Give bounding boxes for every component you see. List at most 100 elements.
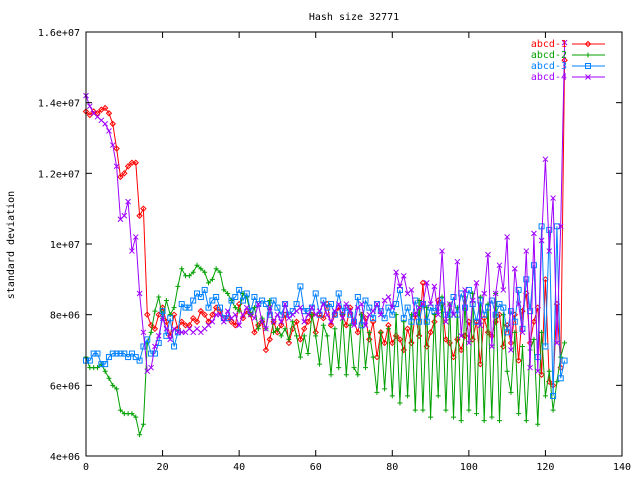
data-point-abcd-3-12 bbox=[128, 350, 135, 357]
data-point-abcd-3-110 bbox=[504, 329, 511, 336]
data-point-abcd-1-6 bbox=[105, 110, 113, 117]
data-point-abcd-3-59 bbox=[308, 304, 315, 311]
data-point-abcd-1-29 bbox=[193, 318, 201, 325]
data-point-abcd-2-112 bbox=[512, 329, 518, 335]
data-point-abcd-3-56 bbox=[297, 283, 304, 290]
data-point-abcd-3-3 bbox=[94, 350, 101, 357]
data-point-abcd-2-114 bbox=[519, 343, 525, 349]
data-point-abcd-2-5 bbox=[102, 368, 108, 374]
data-point-abcd-4-108 bbox=[496, 262, 503, 269]
data-point-abcd-3-62 bbox=[320, 297, 327, 304]
data-point-abcd-4-37 bbox=[224, 308, 231, 314]
data-point-abcd-3-35 bbox=[217, 304, 223, 311]
data-point-abcd-1-84 bbox=[404, 325, 411, 333]
data-point-abcd-3-115 bbox=[523, 276, 530, 283]
data-point-abcd-4-91 bbox=[431, 283, 438, 290]
data-point-abcd-2-71 bbox=[355, 372, 361, 378]
data-point-abcd-3-80 bbox=[389, 311, 396, 318]
data-point-abcd-1-33 bbox=[209, 311, 216, 318]
data-point-abcd-1-68 bbox=[343, 322, 350, 329]
data-point-abcd-3-52 bbox=[282, 301, 289, 308]
data-point-abcd-3-39 bbox=[232, 294, 239, 300]
data-point-abcd-2-57 bbox=[301, 333, 307, 339]
data-point-abcd-3-50 bbox=[274, 304, 281, 311]
series-abcd-2 bbox=[83, 262, 568, 438]
data-point-abcd-4-42 bbox=[243, 304, 250, 311]
data-point-abcd-4-106 bbox=[488, 343, 495, 350]
data-point-abcd-1-74 bbox=[366, 336, 373, 343]
data-point-abcd-1-113 bbox=[515, 357, 522, 364]
data-point-abcd-3-107 bbox=[492, 311, 499, 318]
data-point-abcd-2-31 bbox=[202, 269, 208, 275]
data-point-abcd-2-98 bbox=[458, 418, 464, 424]
legend-marker bbox=[584, 40, 592, 48]
data-point-abcd-4-122 bbox=[550, 195, 556, 201]
data-point-abcd-3-22 bbox=[167, 315, 174, 322]
data-point-abcd-2-102 bbox=[474, 411, 480, 417]
data-point-abcd-3-125 bbox=[561, 357, 568, 364]
data-point-abcd-3-20 bbox=[159, 308, 166, 315]
data-point-abcd-4-33 bbox=[209, 318, 216, 325]
data-point-abcd-3-74 bbox=[366, 304, 373, 311]
data-point-abcd-1-31 bbox=[201, 311, 208, 318]
data-point-abcd-4-6 bbox=[106, 128, 112, 134]
data-point-abcd-1-1 bbox=[86, 111, 94, 119]
data-point-abcd-3-75 bbox=[370, 315, 377, 322]
data-point-abcd-3-122 bbox=[550, 392, 557, 399]
data-point-abcd-1-7 bbox=[109, 120, 117, 128]
data-point-abcd-4-96 bbox=[450, 311, 457, 318]
data-point-abcd-2-109 bbox=[500, 312, 506, 318]
data-point-abcd-1-30 bbox=[197, 307, 205, 315]
data-point-abcd-3-28 bbox=[190, 297, 197, 304]
data-point-abcd-4-100 bbox=[466, 340, 472, 346]
data-point-abcd-2-65 bbox=[332, 326, 338, 332]
data-point-abcd-2-123 bbox=[554, 379, 560, 385]
data-point-abcd-4-69 bbox=[347, 308, 354, 314]
data-point-abcd-3-48 bbox=[266, 311, 273, 318]
legend-marker bbox=[585, 63, 591, 69]
data-point-abcd-4-36 bbox=[220, 318, 227, 325]
data-point-abcd-4-51 bbox=[278, 318, 285, 325]
data-point-abcd-2-21 bbox=[163, 298, 169, 304]
data-point-abcd-1-5 bbox=[101, 104, 109, 112]
data-point-abcd-4-46 bbox=[259, 318, 265, 325]
data-point-abcd-4-89 bbox=[423, 280, 430, 286]
data-point-abcd-1-81 bbox=[392, 332, 400, 340]
data-point-abcd-2-53 bbox=[286, 336, 292, 342]
data-point-abcd-4-75 bbox=[370, 308, 376, 314]
data-point-abcd-3-89 bbox=[423, 318, 430, 325]
data-point-abcd-3-87 bbox=[416, 318, 423, 325]
data-point-abcd-4-35 bbox=[217, 311, 223, 318]
data-point-abcd-4-105 bbox=[485, 251, 491, 258]
data-point-abcd-4-5 bbox=[102, 121, 108, 127]
data-point-abcd-3-123 bbox=[553, 223, 560, 230]
data-point-abcd-3-81 bbox=[393, 301, 400, 308]
data-point-abcd-3-2 bbox=[90, 350, 97, 357]
data-point-abcd-4-17 bbox=[148, 364, 154, 371]
data-point-abcd-2-58 bbox=[305, 351, 311, 357]
data-point-abcd-3-26 bbox=[182, 304, 189, 311]
data-point-abcd-2-56 bbox=[297, 354, 303, 360]
data-point-abcd-4-15 bbox=[140, 329, 147, 336]
data-point-abcd-2-68 bbox=[343, 372, 349, 378]
data-point-abcd-3-121 bbox=[546, 226, 553, 233]
data-point-abcd-3-96 bbox=[450, 294, 457, 300]
data-point-abcd-4-49 bbox=[270, 318, 277, 325]
data-point-abcd-1-39 bbox=[232, 322, 239, 329]
data-point-abcd-4-19 bbox=[155, 333, 162, 339]
data-point-abcd-2-50 bbox=[274, 326, 280, 332]
data-point-abcd-2-15 bbox=[140, 421, 146, 427]
data-point-abcd-1-71 bbox=[354, 329, 362, 336]
data-point-abcd-1-48 bbox=[266, 336, 273, 343]
data-point-abcd-2-84 bbox=[405, 393, 411, 399]
data-point-abcd-2-33 bbox=[209, 276, 215, 282]
data-point-abcd-3-67 bbox=[339, 308, 346, 315]
data-point-abcd-1-55 bbox=[293, 318, 300, 325]
data-point-abcd-4-115 bbox=[523, 248, 530, 254]
data-point-abcd-1-116 bbox=[526, 339, 534, 347]
legend-entry-abcd-3: abcd-3 bbox=[531, 61, 605, 72]
legend-label: abcd-3 bbox=[531, 61, 567, 72]
legend-entry-abcd-1: abcd-1 bbox=[531, 39, 605, 50]
data-point-abcd-1-28 bbox=[189, 314, 197, 322]
data-point-abcd-1-3 bbox=[94, 110, 101, 117]
